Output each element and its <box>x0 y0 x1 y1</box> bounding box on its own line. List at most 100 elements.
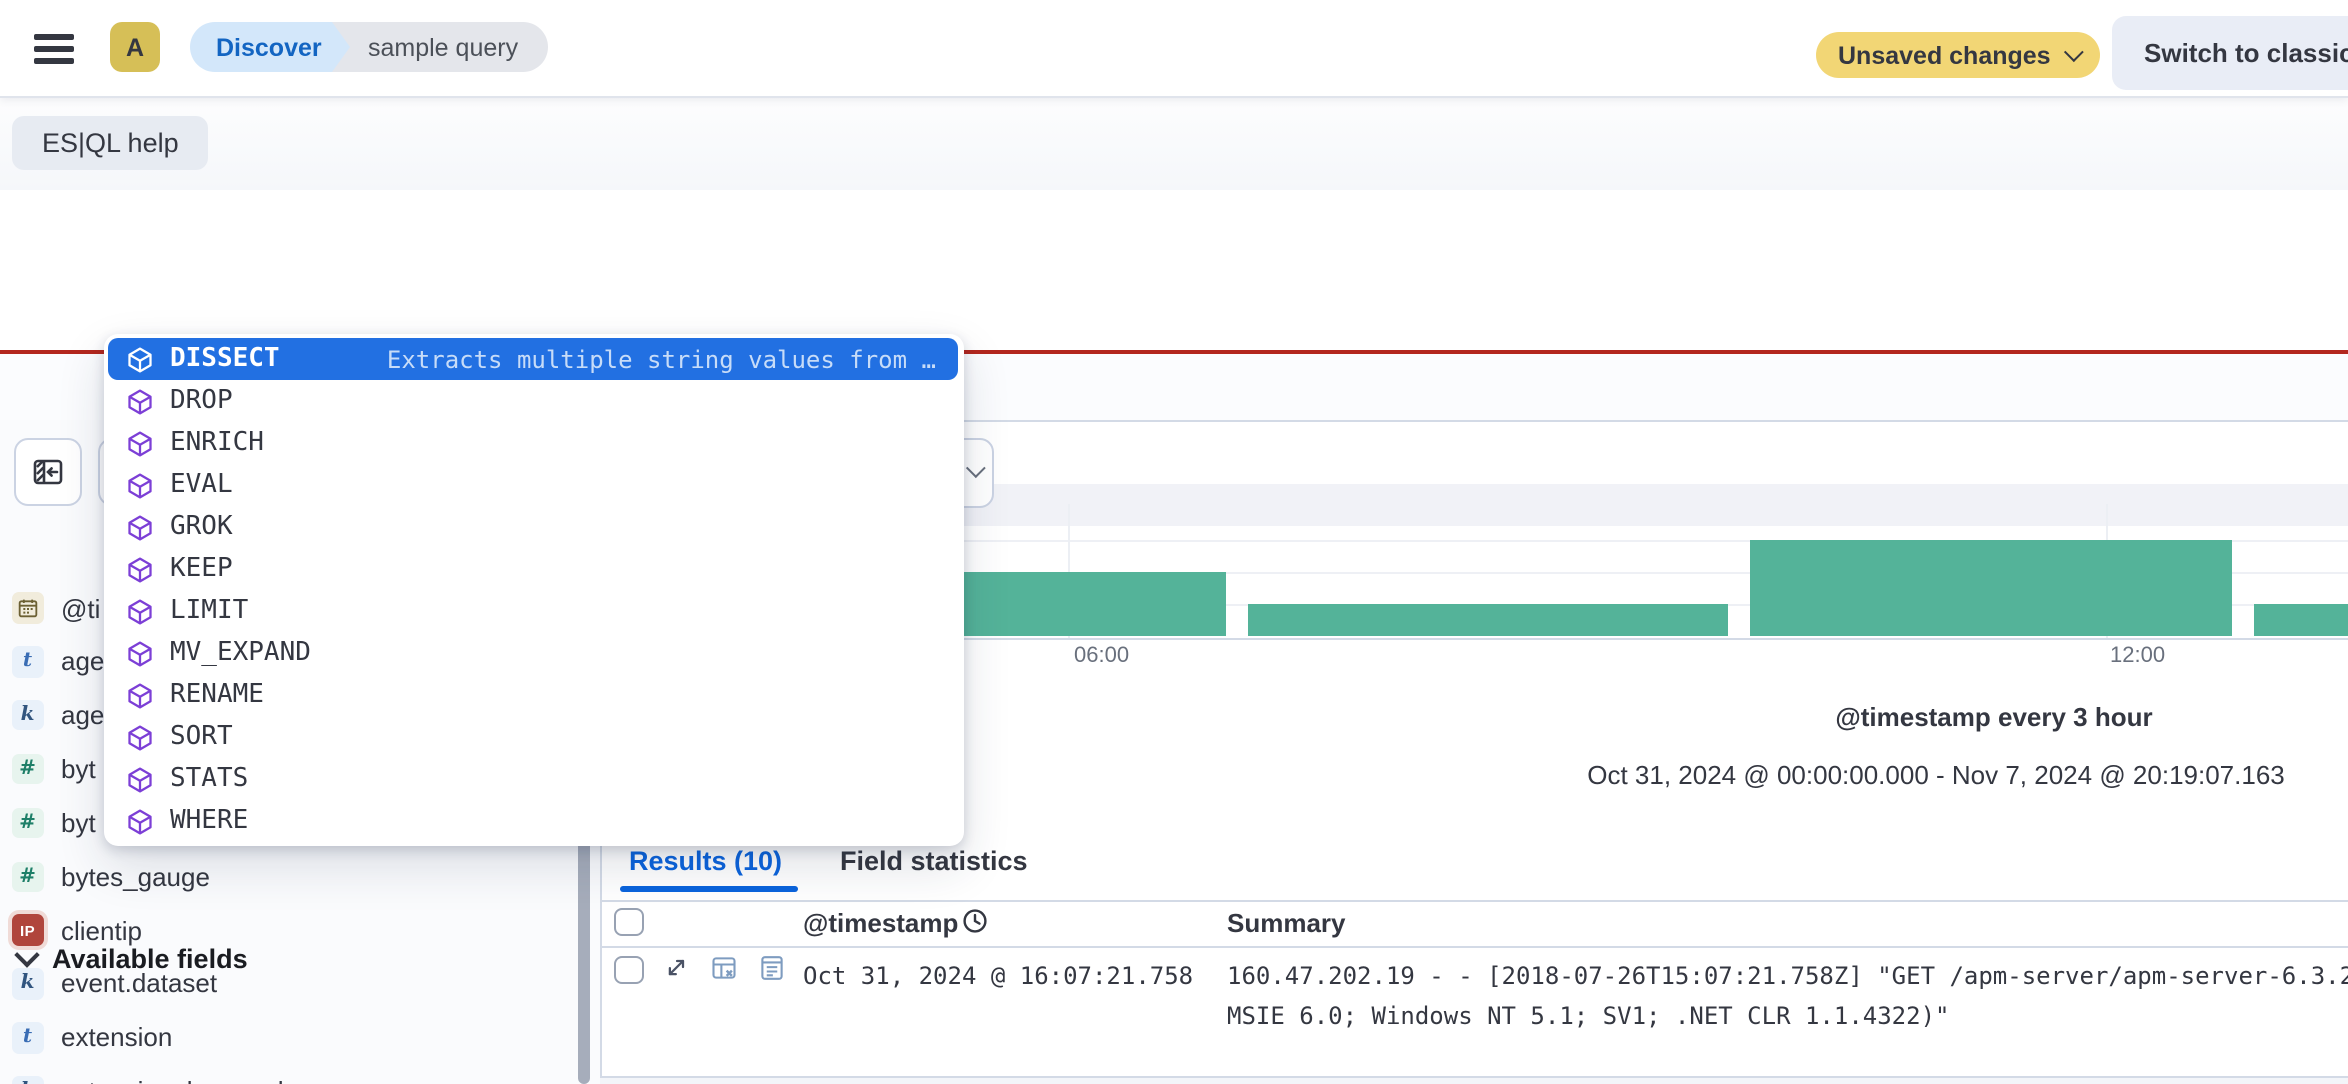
field-item[interactable]: # byt <box>12 749 572 789</box>
field-item[interactable]: k event.dataset <box>12 964 572 1004</box>
field-item[interactable]: t extension <box>12 1018 572 1058</box>
command-cube-icon <box>128 640 152 666</box>
top-header: A Discover sample query Unsaved changes … <box>0 0 2348 98</box>
field-item[interactable]: k extension_keyword <box>12 1071 572 1084</box>
command-cube-icon <box>128 346 152 372</box>
degraded-docs-icon[interactable] <box>710 954 738 982</box>
column-header-summary[interactable]: Summary <box>1227 908 1346 938</box>
field-type-badge-k: k <box>12 968 43 1000</box>
x-tick-label: 06:00 <box>1074 644 1130 668</box>
command-cube-icon <box>128 766 152 792</box>
esql-help-label: ES|QL help <box>42 128 179 158</box>
command-cube-icon <box>128 388 152 414</box>
command-cube-icon <box>128 808 152 834</box>
field-name: clientip <box>61 915 142 946</box>
autocomplete-item[interactable]: ENRICH <box>108 422 958 464</box>
column-header-timestamp[interactable]: @timestamp <box>803 908 959 938</box>
histogram-bar[interactable] <box>2253 604 2348 637</box>
field-name: byt <box>61 807 96 838</box>
field-type-badge-ip: IP <box>12 914 43 946</box>
field-type-badge-k: k <box>12 1075 43 1084</box>
autocomplete-item[interactable]: SORT <box>108 716 958 758</box>
cell-summary-line2[interactable]: MSIE 6.0; Windows NT 5.1; SV1; .NET CLR … <box>1227 1002 1950 1030</box>
row-divider <box>600 1075 2348 1077</box>
breadcrumb-label: Discover <box>216 33 322 61</box>
autocomplete-item[interactable]: GROK <box>108 506 958 548</box>
chevron-down-icon <box>2064 42 2085 63</box>
unsaved-changes-button[interactable]: Unsaved changes <box>1816 32 2101 78</box>
esql-editor[interactable]: 1From kibana_sample_data_logs2| LIMIT 10… <box>0 190 2348 528</box>
clock-icon <box>963 909 987 933</box>
autocomplete-item[interactable]: LIMIT <box>108 590 958 632</box>
grid-line <box>1068 504 1070 637</box>
autocomplete-item[interactable]: RENAME <box>108 674 958 716</box>
cell-summary-line1[interactable]: 160.47.202.19 - - [2018-07-26T15:07:21.7… <box>1227 962 2348 990</box>
command-cube-icon <box>128 598 152 624</box>
autocomplete-item-selected[interactable]: DISSECT Extracts multiple string values … <box>108 338 958 380</box>
field-type-badge-num: # <box>12 861 43 892</box>
switch-to-classic-label: Switch to classic <box>2144 38 2348 68</box>
field-item[interactable]: t age <box>12 642 572 682</box>
chart-title: @timestamp every 3 hour <box>1835 702 2153 732</box>
command-cube-icon <box>128 682 152 708</box>
available-fields-header[interactable]: Available fields <box>14 942 248 973</box>
histogram-bar[interactable] <box>1247 604 1728 637</box>
cell-timestamp[interactable]: Oct 31, 2024 @ 16:07:21.758 <box>803 962 1194 990</box>
field-item[interactable]: IP clientip <box>12 910 572 950</box>
field-item[interactable]: # bytes_gauge <box>12 857 572 897</box>
field-type-badge-date <box>12 592 43 624</box>
autocomplete-item[interactable]: KEEP <box>108 548 958 590</box>
field-item[interactable]: # byt <box>12 803 572 843</box>
esql-help-button[interactable]: ES|QL help <box>12 116 209 170</box>
unsaved-changes-label: Unsaved changes <box>1838 41 2051 69</box>
histogram-bar[interactable] <box>1750 539 2231 637</box>
autocomplete-popup: DISSECT Extracts multiple string values … <box>103 333 963 845</box>
grid-line <box>604 572 2348 575</box>
space-avatar[interactable]: A <box>110 22 160 72</box>
field-name: event.dataset <box>61 968 218 999</box>
field-type-badge-num: # <box>12 753 43 785</box>
autocomplete-item[interactable]: STATS <box>108 758 958 800</box>
row-checkbox[interactable] <box>614 955 643 984</box>
field-name: bytes_gauge <box>61 861 210 892</box>
field-type-badge-num: # <box>12 807 43 839</box>
breadcrumb-current: sample query <box>332 22 549 72</box>
autocomplete-item-description: Extracts multiple string values from … <box>386 345 936 373</box>
field-type-badge-k: k <box>12 699 43 731</box>
command-cube-icon <box>128 556 152 582</box>
query-bar-band <box>0 96 2348 190</box>
switch-to-classic-button[interactable]: Switch to classic <box>2112 16 2348 90</box>
chart-time-range: Oct 31, 2024 @ 00:00:00.000 - Nov 7, 202… <box>1587 760 2285 790</box>
field-item[interactable]: k age <box>12 695 572 735</box>
select-all-checkbox[interactable] <box>614 907 643 936</box>
command-cube-icon <box>128 472 152 498</box>
menu-icon[interactable] <box>34 34 74 64</box>
document-icon[interactable] <box>758 954 786 982</box>
tabs-divider <box>600 900 2348 902</box>
expand-row-icon[interactable] <box>662 954 690 982</box>
field-name: extension_keyword <box>61 1076 284 1084</box>
autocomplete-item[interactable]: DROP <box>108 380 958 422</box>
field-name: age <box>61 700 105 731</box>
next-row-edge <box>600 1077 2348 1084</box>
field-name: @ti <box>61 593 101 623</box>
collapse-sidebar-button[interactable] <box>13 438 81 506</box>
autocomplete-item[interactable]: EVAL <box>108 464 958 506</box>
field-item[interactable]: @ti <box>12 588 572 628</box>
autocomplete-item[interactable]: WHERE <box>108 800 958 842</box>
x-axis-line <box>604 637 2348 639</box>
available-fields-label: Available fields <box>52 943 248 973</box>
x-tick-label: 12:00 <box>2110 644 2166 668</box>
field-name: extension <box>61 1022 173 1053</box>
table-header-divider <box>600 945 2348 947</box>
command-cube-icon <box>128 430 152 456</box>
breadcrumb-discover[interactable]: Discover <box>190 22 368 72</box>
editor-error-border <box>0 349 2348 354</box>
grid-line <box>604 539 2348 542</box>
tab-results[interactable]: Results (10) <box>629 846 783 876</box>
active-tab-indicator <box>620 886 798 891</box>
autocomplete-item[interactable]: MV_EXPAND <box>108 632 958 674</box>
field-name: byt <box>61 754 96 785</box>
tab-field-statistics[interactable]: Field statistics <box>840 846 1028 876</box>
field-name: age <box>61 646 105 677</box>
